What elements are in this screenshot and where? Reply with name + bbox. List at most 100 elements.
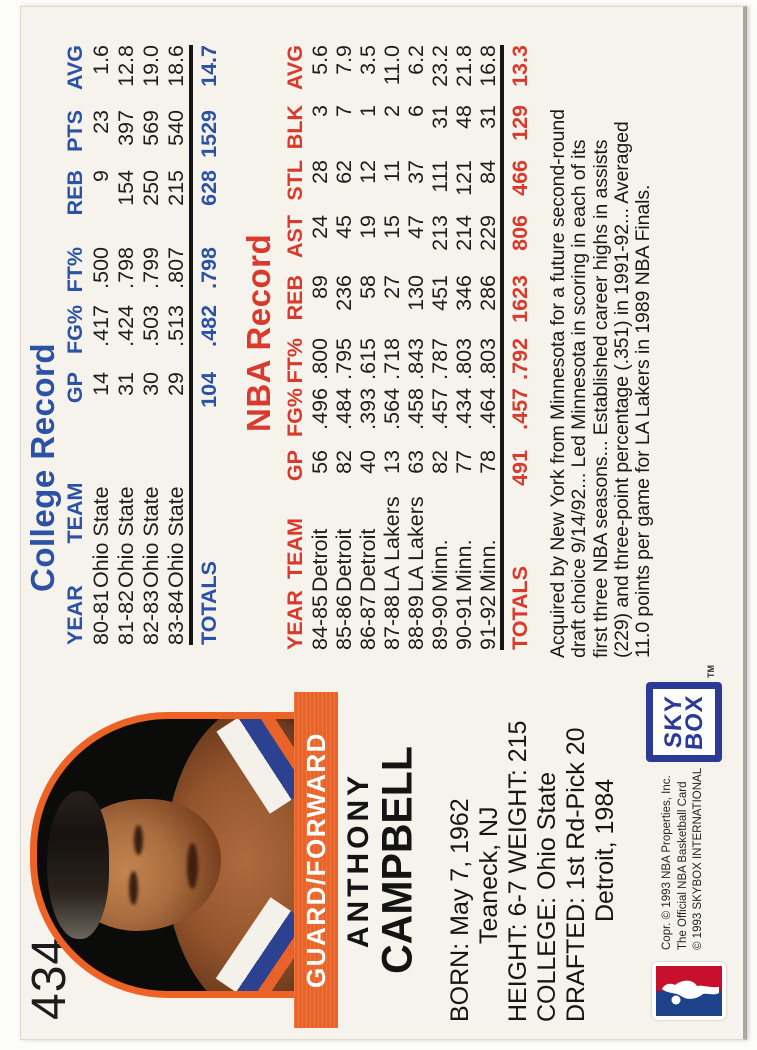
player-first-name: ANTHONY	[342, 771, 375, 949]
totals-ast: 806	[502, 215, 533, 275]
college-record-row: 80-81 Ohio State 14 .417 .500 9 23 1.6	[89, 45, 114, 645]
cell-gp: 82	[428, 450, 452, 474]
nba-header-row: YEAR TEAM GP FG% FT% REB AST STL BLK AVG	[282, 45, 308, 650]
cell-blk: 7	[332, 105, 356, 117]
note-line: Acquired by New York from Minnesota for …	[547, 109, 569, 658]
photo-mouth	[187, 843, 198, 889]
college-record-row: 81-82 Ohio State 31 .424 .798 154 397 12…	[114, 45, 139, 645]
column-header-blk: BLK	[283, 105, 307, 150]
cell-stl: 28	[308, 160, 332, 184]
cell-gp: 31	[114, 372, 138, 396]
cell-team: Ohio State	[139, 486, 163, 588]
cell-year: 88-89	[404, 595, 428, 650]
cell-fg: .503	[139, 305, 163, 347]
bio-drafted: DRAFTED: 1st Rd-Pick 20	[562, 727, 590, 1022]
cell-reb: 130	[404, 275, 428, 311]
nba-record-row: 88-89 LA Lakers 63 .458 .843 130 47 37 6…	[404, 45, 428, 650]
totals-blk: 129	[502, 105, 533, 160]
cell-team: Ohio State	[114, 486, 138, 588]
cell-reb: 154	[114, 170, 138, 206]
cell-stl: 12	[356, 160, 380, 184]
cell-team: LA Lakers	[380, 496, 404, 592]
cell-team: Detroit	[356, 528, 380, 592]
skybox-logo: Sky Box	[646, 682, 722, 762]
cell-gp: 78	[476, 450, 500, 474]
cell-blk: 31	[428, 105, 452, 129]
cell-ast: 213	[428, 215, 452, 251]
cell-avg: 11.0	[380, 45, 404, 86]
cell-blk: 1	[356, 105, 380, 117]
position-banner: GUARD/FORWARD	[294, 692, 338, 1028]
cell-stl: 111	[428, 160, 452, 193]
note-line: first three NBA seasons... Established c…	[589, 139, 612, 658]
cell-ast: 15	[380, 215, 404, 239]
cell-avg: 3.5	[356, 45, 380, 75]
totals-reb: 1623	[502, 275, 533, 338]
cell-avg: 6.2	[404, 45, 428, 75]
column-header-fg: FG%	[63, 305, 87, 354]
column-header-team: TEAM	[283, 518, 307, 579]
cell-avg: 21.8	[452, 45, 476, 87]
cell-avg: 1.6	[89, 45, 113, 75]
column-header-year: YEAR	[283, 590, 307, 650]
cell-avg: 23.2	[428, 45, 452, 87]
cell-ft: .800	[308, 338, 332, 380]
cell-fg: .393	[356, 388, 380, 430]
totals-fg: .457	[502, 388, 533, 450]
cell-blk: 2	[380, 105, 404, 117]
cell-team: Ohio State	[89, 486, 113, 588]
cell-fg: .417	[89, 305, 113, 347]
player-photo	[30, 712, 302, 998]
note-line: (229) and three-point percentage (.351) …	[610, 121, 633, 658]
totals-avg: 13.3	[502, 45, 533, 105]
column-header-reb: REB	[283, 275, 307, 321]
nba-record-row: 90-91 Minn. 77 .434 .803 346 214 121 48 …	[452, 45, 476, 650]
cell-team: Minn.	[476, 539, 500, 592]
cell-ft: .615	[356, 338, 380, 380]
column-header-gp: GP	[283, 450, 307, 482]
nba-record-row: 91-92 Minn. 78 .464 .803 286 229 84 31 1…	[476, 45, 502, 650]
cell-fg: .458	[404, 388, 428, 430]
cell-blk: 6	[404, 105, 428, 117]
cell-year: 87-88	[380, 595, 404, 650]
cell-reb: 250	[139, 170, 163, 206]
college-totals-row: TOTALS 104 .482 .798 628 1529 14.7	[191, 45, 222, 645]
totals-avg: 14.7	[191, 45, 222, 110]
cell-team: Minn.	[428, 539, 452, 592]
cell-ast: 24	[308, 215, 332, 239]
cell-reb: 9	[89, 170, 113, 182]
bio-born: BORN: May 7, 1962	[446, 798, 474, 1022]
cell-fg: .464	[476, 388, 500, 430]
totals-ft: .798	[191, 247, 222, 305]
totals-gp: 104	[191, 372, 222, 438]
cell-ft: .807	[164, 247, 188, 289]
cell-fg: .484	[332, 388, 356, 430]
cell-stl: 37	[404, 160, 428, 184]
nba-record-row: 86-87 Detroit 40 .393 .615 58 19 12 1 3.…	[356, 45, 380, 650]
bio-college: COLLEGE: Ohio State	[533, 771, 561, 1022]
cell-ft: .803	[476, 338, 500, 380]
cell-avg: 7.9	[332, 45, 356, 75]
cell-year: 90-91	[452, 595, 476, 650]
player-last-name: CAMPBELL	[373, 746, 421, 974]
cell-gp: 82	[332, 450, 356, 474]
cell-fg: .457	[428, 388, 452, 430]
cell-ast: 229	[476, 215, 500, 251]
column-header-team: TEAM	[63, 482, 87, 544]
cell-fg: .434	[452, 388, 476, 430]
cell-gp: 56	[308, 450, 332, 474]
cell-blk: 31	[476, 105, 500, 129]
totals-label: TOTALS	[502, 505, 533, 650]
cell-year: 85-86	[332, 595, 356, 650]
cell-team: Ohio State	[164, 486, 188, 588]
photo-eye-left	[129, 871, 138, 905]
cell-ft: .843	[404, 338, 428, 380]
cell-reb: 286	[476, 275, 500, 311]
cell-year: 82-83	[139, 590, 163, 645]
column-header-gp: GP	[63, 372, 87, 404]
column-header-ft: FT%	[63, 247, 87, 293]
cell-fg: .496	[308, 388, 332, 430]
cell-year: 80-81	[89, 590, 113, 645]
column-header-pts: PTS	[63, 110, 87, 152]
